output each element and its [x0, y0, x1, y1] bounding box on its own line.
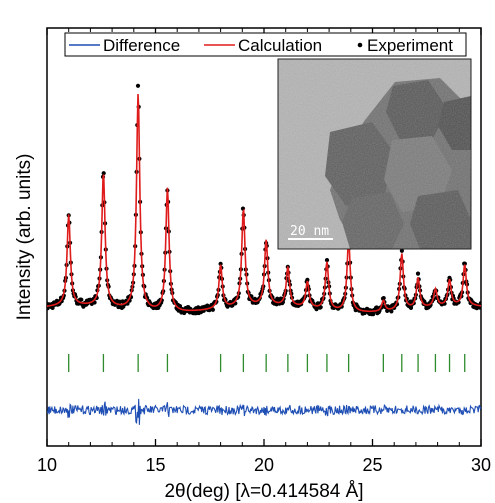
experiment-point	[305, 277, 310, 282]
experiment-point	[371, 312, 376, 317]
reflection-tick-marks	[68, 354, 466, 372]
legend-calculation-label: Calculation	[238, 36, 322, 55]
experiment-point	[399, 248, 404, 253]
experiment-point	[177, 304, 183, 309]
experiment-point	[318, 305, 323, 310]
experiment-point	[389, 309, 394, 314]
x-axis-title: 2θ(deg) [λ=0.414584 Å]	[164, 481, 363, 502]
experiment-point	[462, 261, 467, 266]
difference-series	[47, 398, 481, 425]
calculation-series	[47, 93, 481, 313]
x-axis: 10 15 20 25 30	[37, 28, 491, 475]
legend: Difference Calculation Experiment	[64, 32, 467, 57]
difference-line	[47, 398, 481, 425]
legend-box	[64, 32, 467, 57]
scale-bar-label: 20 nm	[290, 224, 329, 239]
experiment-point	[135, 83, 141, 88]
legend-difference-label: Difference	[103, 36, 180, 55]
x-tick-label: 15	[145, 455, 165, 475]
experiment-point	[478, 301, 481, 306]
experiment-point	[101, 171, 106, 176]
x-tick-label: 30	[471, 455, 491, 475]
tem-inset-image: 20 nm	[277, 58, 472, 250]
experiment-point	[210, 307, 215, 312]
x-tick-label: 10	[37, 455, 57, 475]
experiment-point	[218, 261, 223, 266]
experiment-point	[381, 296, 386, 301]
calculation-line	[47, 93, 481, 313]
experiment-point	[324, 258, 330, 263]
legend-experiment-dot	[357, 42, 363, 48]
legend-experiment-label: Experiment	[367, 36, 453, 55]
experiment-point	[196, 305, 201, 310]
x-tick-label: 25	[362, 455, 382, 475]
x-tick-label: 20	[254, 455, 274, 475]
y-axis-title: Intensity (arb. units)	[14, 154, 35, 321]
experiment-point	[415, 271, 421, 276]
experiment-point	[79, 297, 84, 302]
